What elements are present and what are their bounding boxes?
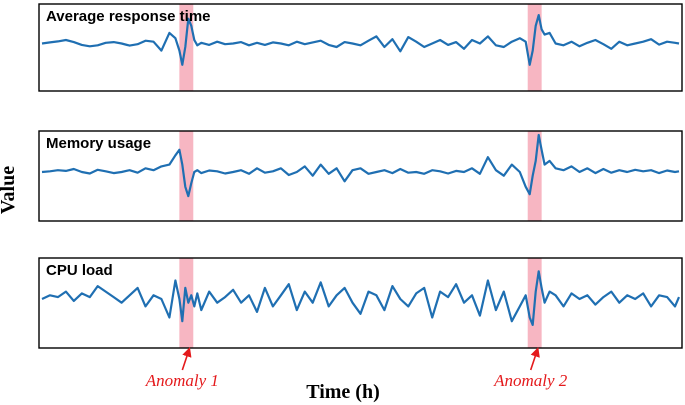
x-axis-label: Time (h) [306, 381, 380, 403]
anomaly-arrow-1 [181, 347, 192, 371]
panel-frame [38, 3, 683, 92]
panel-title: Average response time [46, 8, 211, 25]
series-line-1 [41, 133, 680, 198]
anomaly-arrow-2 [529, 347, 540, 371]
anomaly-label-1: Anomaly 1 [145, 371, 219, 390]
anomaly-label-2: Anomaly 2 [493, 371, 568, 390]
series-line-1 [41, 270, 681, 326]
series-line-1 [41, 14, 680, 66]
anomaly-band-2 [527, 131, 542, 221]
panels: Average response time Memory usage CPU loa… [38, 3, 683, 349]
anomaly-band-2 [527, 4, 542, 91]
y-axis-label: Value [0, 166, 19, 214]
anomaly-band-1 [179, 131, 194, 221]
panel-frame [38, 257, 683, 349]
panel-title: CPU load [46, 262, 113, 279]
panel-3: CPU load [38, 257, 683, 349]
panel-title: Memory usage [46, 135, 151, 152]
panel-2: Memory usage [38, 130, 683, 222]
annotations: Anomaly 1 Anomaly 2 [145, 347, 568, 390]
panel-frame [38, 130, 683, 222]
anomaly-band-1 [179, 258, 194, 348]
panel-1: Average response time [38, 3, 683, 92]
